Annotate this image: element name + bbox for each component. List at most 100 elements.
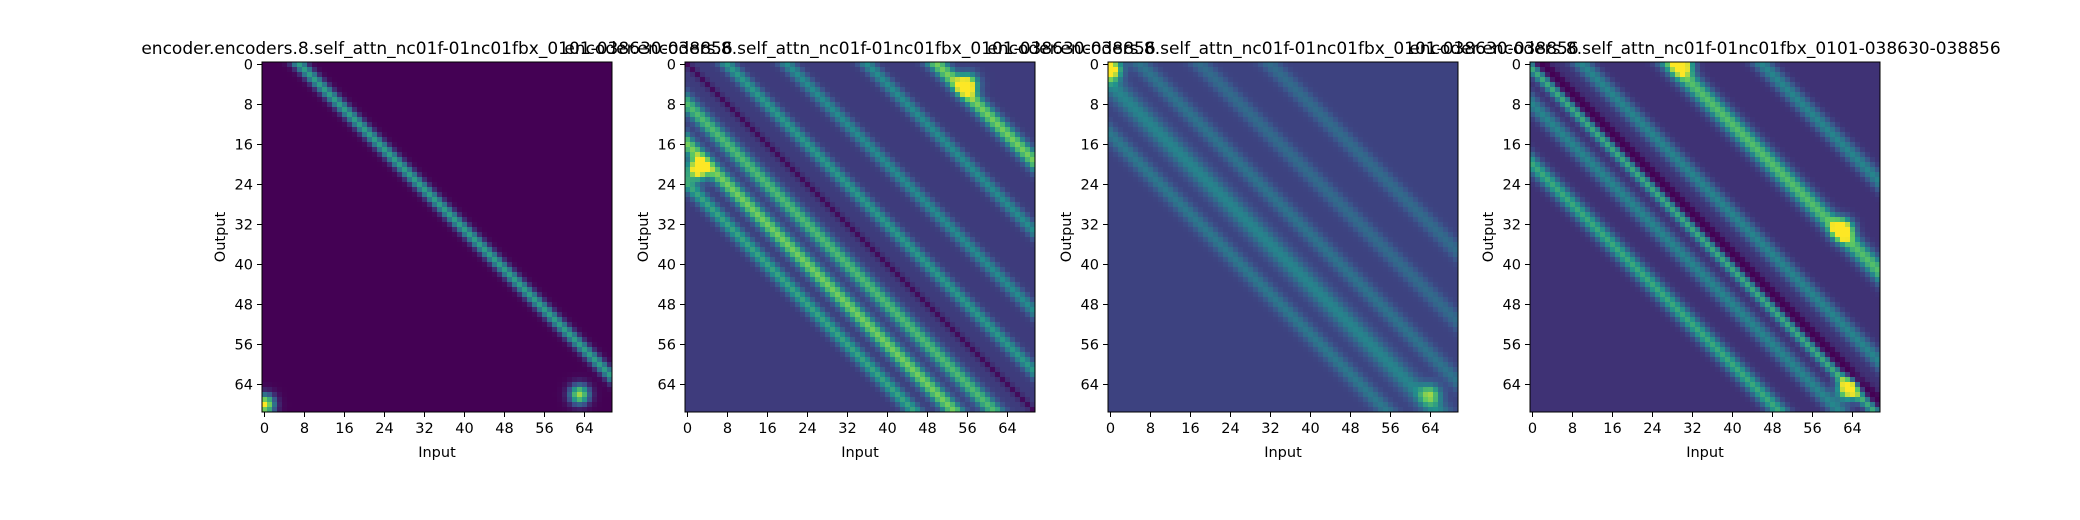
heatmap-cell	[347, 152, 353, 158]
heatmap-cell	[332, 327, 338, 333]
heatmap-cell	[402, 232, 408, 238]
heatmap-cell	[292, 397, 298, 403]
heatmap-cell	[362, 87, 368, 93]
heatmap-cell	[262, 182, 268, 188]
heatmap-cell	[407, 137, 413, 143]
heatmap-cell	[322, 167, 328, 173]
heatmap-cell	[367, 77, 373, 83]
heatmap-cell	[492, 127, 498, 133]
heatmap-cell	[332, 157, 338, 163]
y-tick-label: 32	[235, 218, 253, 234]
heatmap-cell	[547, 322, 553, 328]
heatmap-cell	[427, 282, 433, 288]
heatmap-cell	[317, 122, 323, 128]
heatmap-cell	[522, 367, 528, 373]
heatmap-cell	[352, 292, 358, 298]
heatmap-cell	[577, 337, 583, 343]
x-axis-label: Input	[418, 445, 456, 461]
heatmap-cell	[567, 242, 573, 248]
heatmap-cell	[552, 167, 558, 173]
heatmap-cell	[577, 152, 583, 158]
heatmap-cell	[412, 362, 418, 368]
heatmap-cell	[317, 242, 323, 248]
heatmap-cell	[357, 162, 363, 168]
heatmap-cell	[602, 137, 608, 143]
heatmap-cell	[517, 382, 523, 388]
heatmap-cell	[447, 107, 453, 113]
heatmap-cell	[517, 277, 523, 283]
heatmap-cell	[347, 392, 353, 398]
heatmap-cell	[407, 352, 413, 358]
heatmap-cell	[337, 317, 343, 323]
heatmap-cell	[447, 267, 453, 273]
heatmap-cell	[592, 217, 598, 223]
heatmap-cell	[487, 87, 493, 93]
heatmap-cell	[547, 132, 553, 138]
heatmap-cell	[467, 152, 473, 158]
heatmap-cell	[462, 367, 468, 373]
heatmap-cell	[582, 372, 588, 378]
heatmap-cell	[352, 132, 358, 138]
heatmap-cell	[372, 407, 378, 413]
heatmap-cell	[337, 87, 343, 93]
y-tick-label: 64	[235, 378, 253, 394]
heatmap-cell	[392, 77, 398, 83]
heatmap-cell	[502, 92, 508, 98]
heatmap-cell	[512, 192, 518, 198]
heatmap-cell	[312, 192, 318, 198]
heatmap-cell	[327, 267, 333, 273]
heatmap-cell	[367, 242, 373, 248]
heatmap-cell	[382, 77, 388, 83]
heatmap-cell	[527, 117, 533, 123]
heatmap-cell	[417, 92, 423, 98]
heatmap-cell	[277, 287, 283, 293]
heatmap-cell	[442, 297, 448, 303]
heatmap-cell	[512, 282, 518, 288]
heatmap-cell	[432, 292, 438, 298]
heatmap-cell	[267, 272, 273, 278]
heatmap-cell	[602, 232, 608, 238]
heatmap-cell	[442, 172, 448, 178]
heatmap-cell	[332, 332, 338, 338]
heatmap-cell	[507, 272, 513, 278]
heatmap-cell	[437, 252, 443, 258]
heatmap-cell	[347, 287, 353, 293]
heatmap-cell	[387, 322, 393, 328]
heatmap-cell	[377, 257, 383, 263]
heatmap-cell	[367, 382, 373, 388]
heatmap-cell	[487, 337, 493, 343]
heatmap-cell	[277, 122, 283, 128]
heatmap-cell	[557, 237, 563, 243]
heatmap-cell	[312, 367, 318, 373]
heatmap-cell	[347, 387, 353, 393]
heatmap-cell	[422, 182, 428, 188]
heatmap-cell	[492, 207, 498, 213]
heatmap-cell	[352, 387, 358, 393]
heatmap-cell	[297, 272, 303, 278]
heatmap-cell	[572, 382, 578, 388]
heatmap-cell	[537, 262, 543, 268]
heatmap-cell	[432, 307, 438, 313]
heatmap-cell	[412, 197, 418, 203]
heatmap-cell	[477, 382, 483, 388]
heatmap-cell	[462, 307, 468, 313]
heatmap-cell	[497, 322, 503, 328]
heatmap-cell	[292, 272, 298, 278]
heatmap-cell	[507, 222, 513, 228]
heatmap-cell	[532, 277, 538, 283]
heatmap-cell	[347, 162, 353, 168]
heatmap-cell	[532, 77, 538, 83]
heatmap-cell	[282, 312, 288, 318]
heatmap-cell	[587, 337, 593, 343]
heatmap-cell	[487, 272, 493, 278]
heatmap-cell	[267, 107, 273, 113]
heatmap-cell	[407, 287, 413, 293]
heatmap-cell	[512, 407, 518, 413]
heatmap-cell	[352, 342, 358, 348]
heatmap-cell	[447, 367, 453, 373]
heatmap-cell	[292, 277, 298, 283]
heatmap-cell	[427, 67, 433, 73]
heatmap-cell	[542, 382, 548, 388]
heatmap-cell	[462, 287, 468, 293]
heatmap-cell	[542, 277, 548, 283]
